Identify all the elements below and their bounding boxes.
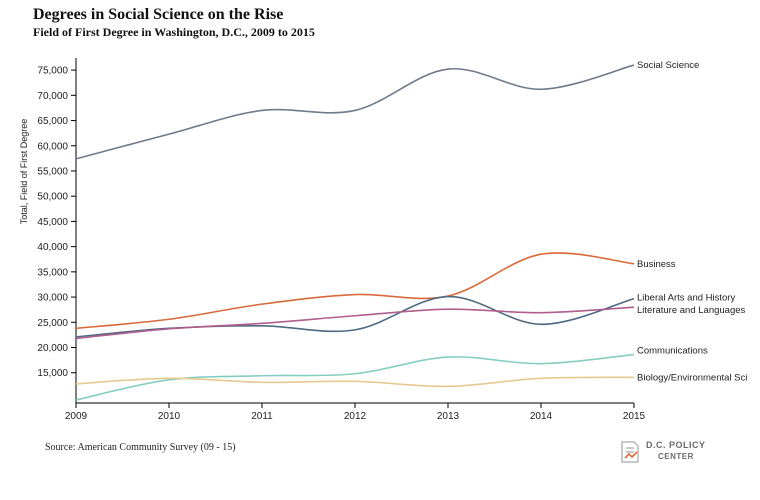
chart-subtitle: Field of First Degree in Washington, D.C… xyxy=(33,25,315,39)
series-line-liberal-arts-and-history xyxy=(75,295,635,338)
series-label-literature-and-languages: Literature and Languages xyxy=(637,305,746,316)
dc-policy-center-logo-icon xyxy=(621,441,639,463)
x-tick-label: 2014 xyxy=(530,411,553,422)
y-tick-label: 60,000 xyxy=(37,141,68,152)
x-tick-label: 2012 xyxy=(344,411,367,422)
y-tick-label: 15,000 xyxy=(37,368,68,379)
x-tick-label: 2010 xyxy=(158,411,181,422)
series-line-biology-environmental-sci xyxy=(75,376,635,388)
series-label-liberal-arts-and-history: Liberal Arts and History xyxy=(637,293,735,304)
logo-text-line1: D.C. POLICY xyxy=(646,440,706,450)
series-line-communications xyxy=(75,353,635,401)
series-label-business: Business xyxy=(637,259,676,270)
y-tick-label: 30,000 xyxy=(37,293,68,304)
series-line-literature-and-languages xyxy=(75,306,635,340)
chart-title: Degrees in Social Science on the Rise xyxy=(33,6,284,23)
y-tick-label: 55,000 xyxy=(37,166,68,177)
x-tick-label: 2009 xyxy=(65,411,88,422)
dc-policy-center-logo: D.C. POLICY CENTER xyxy=(618,436,728,470)
series-label-communications: Communications xyxy=(637,346,708,357)
x-tick-label: 2015 xyxy=(623,411,646,422)
x-tick-label: 2011 xyxy=(251,411,273,422)
source-note: Source: American Community Survey (09 - … xyxy=(45,442,236,453)
y-tick-label: 20,000 xyxy=(37,343,68,354)
y-tick-label: 65,000 xyxy=(37,116,68,127)
y-tick-label: 75,000 xyxy=(37,66,68,77)
logo-text-line2: CENTER xyxy=(658,452,694,461)
series-label-biology-environmental-sci: Biology/Environmental Sci xyxy=(637,372,747,383)
y-tick-label: 25,000 xyxy=(37,318,68,329)
series-line-social-science xyxy=(75,64,635,160)
y-axis-title: Total, Field of First Degree xyxy=(19,119,29,225)
y-tick-label: 70,000 xyxy=(37,91,68,102)
y-tick-label: 40,000 xyxy=(37,242,68,253)
y-tick-label: 35,000 xyxy=(37,267,68,278)
y-tick-label: 50,000 xyxy=(37,192,68,203)
series-line-business xyxy=(75,252,635,330)
y-tick-label: 45,000 xyxy=(37,217,68,228)
series-label-social-science: Social Science xyxy=(637,60,699,71)
line-chart: 15,000 20,000 25,000 30,000 35,000 40,000 45,0… xyxy=(19,58,747,422)
x-tick-label: 2013 xyxy=(437,411,460,422)
